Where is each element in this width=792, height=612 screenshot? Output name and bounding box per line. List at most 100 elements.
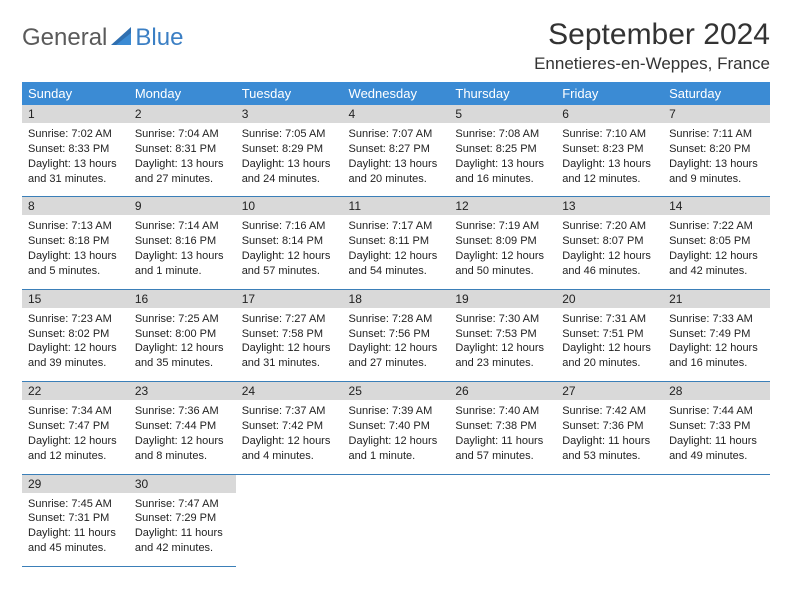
day-details: Sunrise: 7:47 AMSunset: 7:29 PMDaylight:…	[129, 493, 236, 566]
day-number: 17	[236, 290, 343, 308]
sunrise-text: Sunrise: 7:13 AM	[28, 219, 123, 234]
daylight-text: Daylight: 12 hours and 42 minutes.	[669, 249, 764, 279]
sunset-text: Sunset: 7:56 PM	[349, 327, 444, 342]
weekday-header: Wednesday	[343, 82, 450, 105]
day-cell: 22Sunrise: 7:34 AMSunset: 7:47 PMDayligh…	[22, 382, 129, 474]
sunset-text: Sunset: 8:14 PM	[242, 234, 337, 249]
sunset-text: Sunset: 8:31 PM	[135, 142, 230, 157]
daylight-text: Daylight: 12 hours and 54 minutes.	[349, 249, 444, 279]
logo-text-blue: Blue	[135, 24, 183, 52]
month-title: September 2024	[534, 18, 770, 52]
day-cell: 9Sunrise: 7:14 AMSunset: 8:16 PMDaylight…	[129, 197, 236, 289]
sunrise-text: Sunrise: 7:44 AM	[669, 404, 764, 419]
day-cell: 26Sunrise: 7:40 AMSunset: 7:38 PMDayligh…	[449, 382, 556, 474]
day-details: Sunrise: 7:42 AMSunset: 7:36 PMDaylight:…	[556, 400, 663, 473]
day-number: 9	[129, 197, 236, 215]
day-details: Sunrise: 7:04 AMSunset: 8:31 PMDaylight:…	[129, 123, 236, 196]
day-cell: 6Sunrise: 7:10 AMSunset: 8:23 PMDaylight…	[556, 105, 663, 197]
sunrise-text: Sunrise: 7:40 AM	[455, 404, 550, 419]
sunset-text: Sunset: 7:51 PM	[562, 327, 657, 342]
sunrise-text: Sunrise: 7:19 AM	[455, 219, 550, 234]
day-number: 5	[449, 105, 556, 123]
daylight-text: Daylight: 12 hours and 12 minutes.	[28, 434, 123, 464]
day-details: Sunrise: 7:13 AMSunset: 8:18 PMDaylight:…	[22, 215, 129, 288]
day-details: Sunrise: 7:30 AMSunset: 7:53 PMDaylight:…	[449, 308, 556, 381]
sunrise-text: Sunrise: 7:25 AM	[135, 312, 230, 327]
daylight-text: Daylight: 12 hours and 50 minutes.	[455, 249, 550, 279]
calendar-table: Sunday Monday Tuesday Wednesday Thursday…	[22, 82, 770, 567]
daylight-text: Daylight: 12 hours and 35 minutes.	[135, 341, 230, 371]
day-number: 16	[129, 290, 236, 308]
sunset-text: Sunset: 8:20 PM	[669, 142, 764, 157]
day-details: Sunrise: 7:25 AMSunset: 8:00 PMDaylight:…	[129, 308, 236, 381]
empty-cell	[663, 474, 770, 566]
day-details: Sunrise: 7:07 AMSunset: 8:27 PMDaylight:…	[343, 123, 450, 196]
day-number: 29	[22, 475, 129, 493]
empty-cell	[236, 474, 343, 566]
day-cell: 10Sunrise: 7:16 AMSunset: 8:14 PMDayligh…	[236, 197, 343, 289]
day-details: Sunrise: 7:19 AMSunset: 8:09 PMDaylight:…	[449, 215, 556, 288]
day-number: 3	[236, 105, 343, 123]
calendar-page: General Blue September 2024 Ennetieres-e…	[0, 0, 792, 585]
sunrise-text: Sunrise: 7:47 AM	[135, 497, 230, 512]
weekday-header: Sunday	[22, 82, 129, 105]
day-number: 4	[343, 105, 450, 123]
title-block: September 2024 Ennetieres-en-Weppes, Fra…	[534, 18, 770, 74]
sunset-text: Sunset: 8:16 PM	[135, 234, 230, 249]
daylight-text: Daylight: 12 hours and 23 minutes.	[455, 341, 550, 371]
day-details: Sunrise: 7:36 AMSunset: 7:44 PMDaylight:…	[129, 400, 236, 473]
daylight-text: Daylight: 11 hours and 57 minutes.	[455, 434, 550, 464]
day-cell: 27Sunrise: 7:42 AMSunset: 7:36 PMDayligh…	[556, 382, 663, 474]
sunrise-text: Sunrise: 7:39 AM	[349, 404, 444, 419]
day-details: Sunrise: 7:22 AMSunset: 8:05 PMDaylight:…	[663, 215, 770, 288]
day-number: 18	[343, 290, 450, 308]
day-cell: 5Sunrise: 7:08 AMSunset: 8:25 PMDaylight…	[449, 105, 556, 197]
sunrise-text: Sunrise: 7:27 AM	[242, 312, 337, 327]
sunrise-text: Sunrise: 7:34 AM	[28, 404, 123, 419]
sunrise-text: Sunrise: 7:31 AM	[562, 312, 657, 327]
daylight-text: Daylight: 11 hours and 42 minutes.	[135, 526, 230, 556]
calendar-week-row: 1Sunrise: 7:02 AMSunset: 8:33 PMDaylight…	[22, 105, 770, 197]
day-number: 2	[129, 105, 236, 123]
calendar-week-row: 22Sunrise: 7:34 AMSunset: 7:47 PMDayligh…	[22, 382, 770, 474]
calendar-week-row: 29Sunrise: 7:45 AMSunset: 7:31 PMDayligh…	[22, 474, 770, 566]
daylight-text: Daylight: 12 hours and 20 minutes.	[562, 341, 657, 371]
sunrise-text: Sunrise: 7:23 AM	[28, 312, 123, 327]
sunrise-text: Sunrise: 7:08 AM	[455, 127, 550, 142]
day-number: 8	[22, 197, 129, 215]
day-cell: 30Sunrise: 7:47 AMSunset: 7:29 PMDayligh…	[129, 474, 236, 566]
day-details: Sunrise: 7:05 AMSunset: 8:29 PMDaylight:…	[236, 123, 343, 196]
day-details: Sunrise: 7:39 AMSunset: 7:40 PMDaylight:…	[343, 400, 450, 473]
daylight-text: Daylight: 12 hours and 46 minutes.	[562, 249, 657, 279]
day-details: Sunrise: 7:44 AMSunset: 7:33 PMDaylight:…	[663, 400, 770, 473]
day-details: Sunrise: 7:20 AMSunset: 8:07 PMDaylight:…	[556, 215, 663, 288]
sunset-text: Sunset: 8:33 PM	[28, 142, 123, 157]
day-number: 20	[556, 290, 663, 308]
sunset-text: Sunset: 8:29 PM	[242, 142, 337, 157]
day-cell: 16Sunrise: 7:25 AMSunset: 8:00 PMDayligh…	[129, 289, 236, 381]
calendar-body: 1Sunrise: 7:02 AMSunset: 8:33 PMDaylight…	[22, 105, 770, 566]
daylight-text: Daylight: 13 hours and 12 minutes.	[562, 157, 657, 187]
day-details: Sunrise: 7:33 AMSunset: 7:49 PMDaylight:…	[663, 308, 770, 381]
location-label: Ennetieres-en-Weppes, France	[534, 54, 770, 74]
sunrise-text: Sunrise: 7:05 AM	[242, 127, 337, 142]
daylight-text: Daylight: 13 hours and 27 minutes.	[135, 157, 230, 187]
day-cell: 17Sunrise: 7:27 AMSunset: 7:58 PMDayligh…	[236, 289, 343, 381]
sunrise-text: Sunrise: 7:16 AM	[242, 219, 337, 234]
day-details: Sunrise: 7:08 AMSunset: 8:25 PMDaylight:…	[449, 123, 556, 196]
sunrise-text: Sunrise: 7:28 AM	[349, 312, 444, 327]
daylight-text: Daylight: 13 hours and 16 minutes.	[455, 157, 550, 187]
daylight-text: Daylight: 11 hours and 53 minutes.	[562, 434, 657, 464]
sunset-text: Sunset: 7:29 PM	[135, 511, 230, 526]
sunset-text: Sunset: 7:33 PM	[669, 419, 764, 434]
day-details: Sunrise: 7:28 AMSunset: 7:56 PMDaylight:…	[343, 308, 450, 381]
daylight-text: Daylight: 13 hours and 20 minutes.	[349, 157, 444, 187]
sunrise-text: Sunrise: 7:10 AM	[562, 127, 657, 142]
day-number: 27	[556, 382, 663, 400]
day-details: Sunrise: 7:16 AMSunset: 8:14 PMDaylight:…	[236, 215, 343, 288]
sunset-text: Sunset: 7:47 PM	[28, 419, 123, 434]
day-number: 26	[449, 382, 556, 400]
day-details: Sunrise: 7:02 AMSunset: 8:33 PMDaylight:…	[22, 123, 129, 196]
day-cell: 18Sunrise: 7:28 AMSunset: 7:56 PMDayligh…	[343, 289, 450, 381]
sunset-text: Sunset: 8:00 PM	[135, 327, 230, 342]
